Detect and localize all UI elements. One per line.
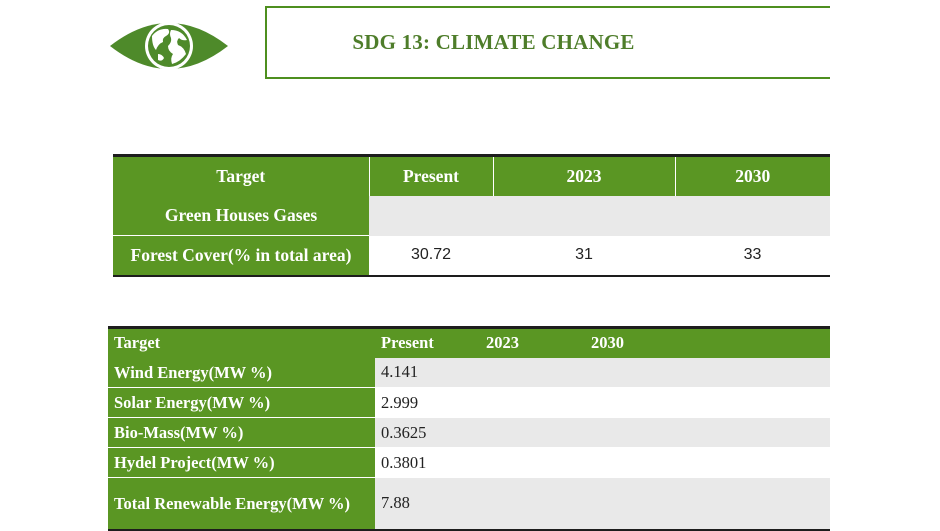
- table-row: Hydel Project(MW %) 0.3801: [108, 447, 830, 478]
- cell-present: 30.72: [369, 235, 493, 276]
- row-label: Hydel Project(MW %): [108, 447, 375, 478]
- cell-2030: [675, 195, 830, 236]
- cell-present: 7.88: [375, 477, 830, 530]
- page-margin: [830, 0, 940, 529]
- cell-present: 4.141: [375, 357, 830, 388]
- title-box: SDG 13: CLIMATE CHANGE: [265, 6, 845, 79]
- header-2030: 2030: [675, 155, 830, 196]
- table-header-row: Target Present 2023 2030: [113, 155, 830, 196]
- header-target: Target: [113, 155, 370, 196]
- row-label: Total Renewable Energy(MW %): [108, 477, 375, 530]
- table-header-row: Target Present 2023 2030: [108, 327, 830, 358]
- renewable-energy-table: Target Present 2023 2030 Wind Energy(MW …: [108, 326, 830, 531]
- header-years: Present 2023 2030: [375, 327, 830, 358]
- cell-present: 0.3801: [375, 447, 830, 478]
- row-label: Bio-Mass(MW %): [108, 417, 375, 448]
- targets-table: Target Present 2023 2030 Green Houses Ga…: [113, 154, 830, 277]
- table-row: Wind Energy(MW %) 4.141: [108, 357, 830, 388]
- header-2023: 2023: [493, 155, 676, 196]
- header-present: Present: [369, 155, 494, 196]
- row-label: Wind Energy(MW %): [108, 357, 375, 388]
- header-2023: 2023: [486, 333, 519, 353]
- table-row: Solar Energy(MW %) 2.999: [108, 387, 830, 418]
- header-present: Present: [381, 333, 434, 353]
- cell-present: 2.999: [375, 387, 830, 418]
- table-row: Total Renewable Energy(MW %) 7.88: [108, 477, 830, 530]
- cell-present: 0.3625: [375, 417, 830, 448]
- cell-present: [369, 195, 493, 236]
- table-row: Green Houses Gases: [113, 195, 830, 236]
- row-label: Green Houses Gases: [113, 195, 369, 236]
- header-target: Target: [108, 327, 375, 358]
- table-row: Bio-Mass(MW %) 0.3625: [108, 417, 830, 448]
- globe-eye-icon: [110, 22, 228, 70]
- page-title: SDG 13: CLIMATE CHANGE: [352, 30, 635, 54]
- cell-2023: [493, 195, 675, 236]
- row-label: Forest Cover(% in total area): [113, 235, 369, 276]
- header-2030: 2030: [591, 333, 624, 353]
- cell-2023: 31: [493, 235, 675, 276]
- table-row: Forest Cover(% in total area) 30.72 31 3…: [113, 235, 830, 276]
- cell-2030: 33: [675, 235, 830, 276]
- row-label: Solar Energy(MW %): [108, 387, 375, 418]
